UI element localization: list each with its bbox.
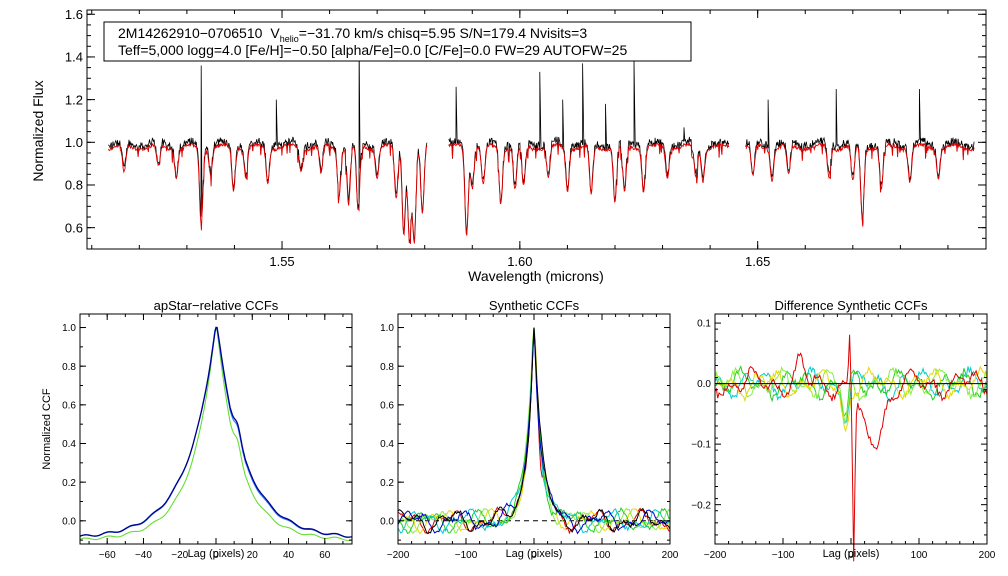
model-spectrum-line — [745, 141, 975, 227]
x-tick-label: −200 — [704, 550, 727, 561]
model-spectrum-line — [108, 141, 428, 245]
synthetic-ccf-axes: −200 −100 0 100 200 0.0 0.2 0.4 0.6 0.8 1.0 — [380, 314, 679, 561]
x-tick-label: 0 — [848, 550, 854, 561]
x-tick-label: −40 — [135, 550, 152, 561]
synthetic-ccf-lines — [397, 327, 671, 535]
difference-ccf-axes: −200 −100 0 100 200 −0.2 −0.1 0.0 0.1 — [691, 314, 996, 561]
y-tick-label: 0.0 — [697, 379, 711, 390]
y-tick-label: 0.6 — [65, 220, 83, 235]
y-tick-label: 0.0 — [62, 516, 76, 527]
x-tick-label: −100 — [772, 550, 795, 561]
spectrum-panel: 1.55 1.60 1.65 0.6 0.8 1.0 1.2 1.4 1.6 2M1426291… — [30, 7, 987, 284]
annotation-v-symbol: V — [270, 25, 280, 41]
annotation-line-1: 2M14262910−0706510 Vhelio=−31.70 km/s chi… — [118, 25, 587, 44]
spectrum-x-axis-label: Wavelength (microns) — [468, 268, 604, 284]
spectrum-y-axis-label: Normalized Flux — [30, 80, 46, 181]
y-tick-label: 0.8 — [380, 362, 394, 373]
x-tick-label: −200 — [387, 550, 410, 561]
difference-ccf-line-visit-5 — [714, 334, 988, 562]
y-tick-label: −0.2 — [691, 500, 711, 511]
spectrum-annotation-box — [103, 21, 692, 62]
x-tick-label: 0 — [531, 550, 537, 561]
annotation-line-1-values: =−31.70 km/s chisq=5.95 S/N=179.4 Nvisit… — [299, 25, 588, 41]
y-tick-label: 0.8 — [65, 178, 83, 193]
difference-ccf-lines — [714, 334, 988, 562]
apstar-ccf-title: apStar−relative CCFs — [154, 298, 279, 313]
difference-ccf-panel: Difference Synthetic CCFs −200 −100 0 100 20… — [691, 298, 996, 562]
apstar-ccf-y-axis-label: Normalized CCF — [41, 388, 53, 470]
y-tick-label: 0.2 — [380, 478, 394, 489]
y-tick-label: 1.0 — [62, 323, 76, 334]
x-tick-label: 100 — [911, 550, 928, 561]
y-tick-label: −0.1 — [691, 440, 711, 451]
x-tick-label: 1.60 — [507, 254, 532, 269]
apstar-ccf-axes: −60 −40 −20 0 20 40 60 0.0 0.2 0.4 0.6 0.8 1.0 — [62, 314, 352, 561]
y-tick-label: 1.0 — [65, 135, 83, 150]
model-spectrum-line — [448, 141, 730, 236]
spectrum-frame — [86, 9, 987, 250]
synthetic-ccf-panel: Synthetic CCFs −200 −100 0 100 200 0.0 0.2 0.4 0… — [380, 298, 679, 561]
y-tick-label: 0.4 — [380, 439, 394, 450]
y-tick-label: 0.0 — [380, 516, 394, 527]
apstar-ccf-lines — [79, 325, 353, 541]
y-tick-label: 0.6 — [380, 400, 394, 411]
annotation-object-id: 2M14262910−0706510 — [118, 25, 263, 41]
x-tick-label: 60 — [319, 550, 331, 561]
x-tick-label: −60 — [99, 550, 116, 561]
x-tick-label: 200 — [662, 550, 679, 561]
synthetic-ccf-x-axis-label: Lag (pixels) — [506, 548, 563, 560]
x-tick-label: −100 — [455, 550, 478, 561]
y-tick-label: 1.2 — [65, 92, 83, 107]
x-tick-label: 1.55 — [269, 254, 294, 269]
y-tick-label: 0.1 — [697, 319, 711, 330]
y-tick-label: 0.4 — [62, 439, 76, 450]
y-tick-label: 1.4 — [65, 50, 83, 65]
y-tick-label: 0.8 — [62, 362, 76, 373]
apstar-ccf-x-axis-label: Lag (pixels) — [188, 548, 245, 560]
synthetic-ccf-title: Synthetic CCFs — [489, 298, 580, 313]
x-tick-label: 20 — [247, 550, 259, 561]
x-tick-label: 1.65 — [745, 254, 770, 269]
x-tick-label: 200 — [979, 550, 996, 561]
apstar-ccf-panel: apStar−relative CCFs −60 −40 −20 0 20 40 60 0.0… — [41, 298, 353, 561]
annotation-line-2: Teff=5,000 logg=4.0 [Fe/H]=−0.50 [alpha/… — [118, 42, 627, 58]
y-tick-label: 0.2 — [62, 478, 76, 489]
difference-ccf-x-axis-label: Lag (pixels) — [823, 548, 880, 560]
spectrum-axes: 1.55 1.60 1.65 0.6 0.8 1.0 1.2 1.4 1.6 — [65, 7, 986, 269]
y-tick-label: 1.6 — [65, 7, 83, 22]
spectrum-plot-lines — [108, 39, 975, 245]
x-tick-label: 40 — [283, 550, 295, 561]
ccf-line-visit-1 — [79, 326, 353, 538]
y-tick-label: 1.0 — [380, 323, 394, 334]
synthetic-ccf-line-combined — [397, 327, 671, 535]
annotation-v-subscript: helio — [280, 34, 299, 44]
x-tick-label: 100 — [594, 550, 611, 561]
difference-ccf-title: Difference Synthetic CCFs — [775, 298, 928, 313]
x-tick-label: 0 — [213, 550, 219, 561]
y-tick-label: 0.6 — [62, 400, 76, 411]
x-tick-label: −20 — [171, 550, 188, 561]
